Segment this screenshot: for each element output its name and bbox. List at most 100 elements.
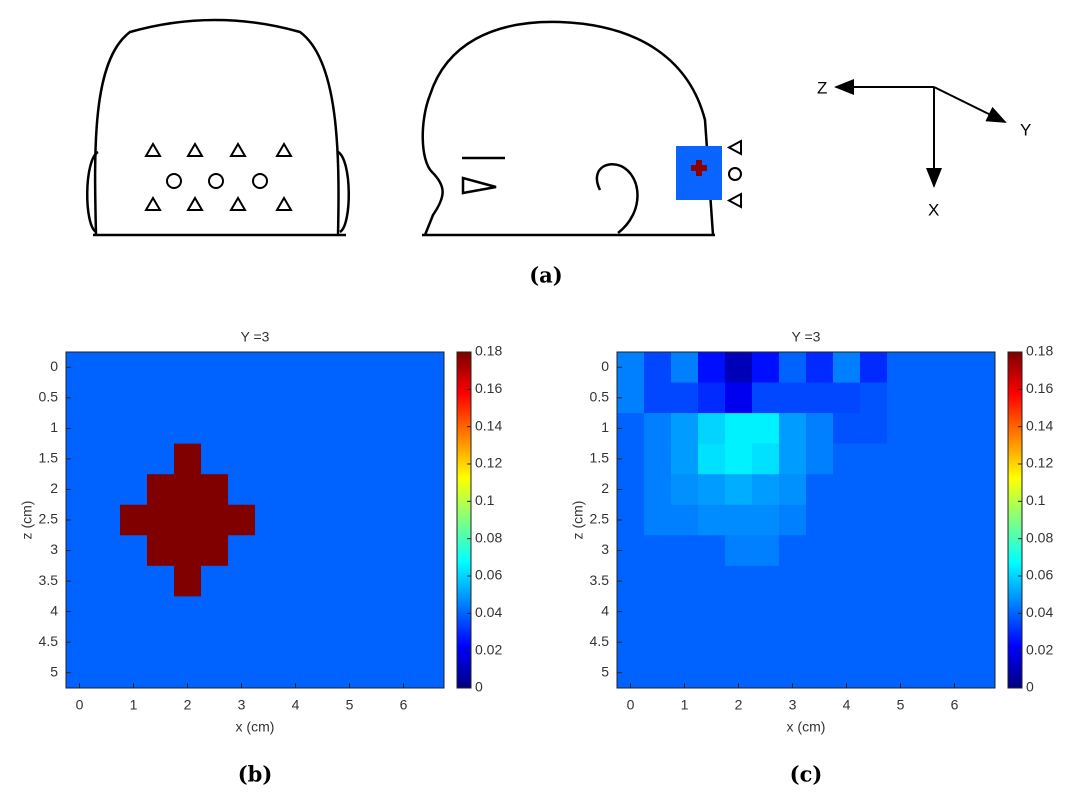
side-head: [422, 22, 741, 235]
colorbar-tick-label: 0.06: [475, 567, 502, 583]
heatmap-cell: [93, 657, 121, 688]
heatmap-cell: [806, 596, 834, 627]
heatmap-cell: [417, 383, 445, 414]
heatmap-cell: [174, 596, 202, 627]
heatmap-cell: [671, 383, 699, 414]
heatmap-cell: [309, 413, 337, 444]
heatmap-cell: [698, 505, 726, 536]
x-tick-label: 4: [843, 697, 851, 713]
heatmap-cell: [968, 566, 996, 597]
heatmap-cell: [93, 566, 121, 597]
panel-label: (c): [790, 762, 823, 787]
figure: Z Y X (a) 012345600.511.522.533.544.55Y …: [0, 0, 1075, 796]
heatmap-cell: [228, 627, 256, 658]
heatmap-cell: [941, 413, 969, 444]
heatmap-cell: [752, 627, 780, 658]
heatmap-cell: [255, 657, 283, 688]
heatmap-cell: [887, 352, 915, 383]
heatmap-cell: [174, 505, 202, 536]
y-tick-label: 2: [50, 480, 58, 496]
heatmap-cell: [228, 535, 256, 566]
heatmap-cell: [255, 474, 283, 505]
heatmap-cell: [417, 535, 445, 566]
heatmap-cell: [833, 383, 861, 414]
y-axis-label: z (cm): [19, 501, 35, 540]
heatmap-cell: [282, 535, 310, 566]
heatmap-cell: [833, 596, 861, 627]
heatmap-cell: [887, 596, 915, 627]
heatmap-cell: [941, 627, 969, 658]
heatmap-cell: [390, 352, 418, 383]
x-tick-label: 6: [951, 697, 959, 713]
heatmap-cell: [363, 413, 391, 444]
heatmap-cell: [309, 383, 337, 414]
heatmap-cell: [201, 383, 229, 414]
heatmap-cell: [255, 444, 283, 475]
heatmap-cell: [417, 627, 445, 658]
heatmap-cell: [833, 627, 861, 658]
heatmap-cell: [255, 383, 283, 414]
heatmap-cell: [725, 474, 753, 505]
heatmap-cell: [968, 474, 996, 505]
heatmap-cell: [201, 413, 229, 444]
heatmap-cell: [779, 596, 807, 627]
heatmap-cell: [698, 535, 726, 566]
heatmap-cell: [390, 627, 418, 658]
colorbar-tick-label: 0.04: [475, 604, 502, 620]
heatmap-cell: [671, 474, 699, 505]
heatmap-cell: [147, 352, 175, 383]
heatmap-cell: [941, 383, 969, 414]
heatmap-cell: [887, 535, 915, 566]
heatmap-cell: [309, 657, 337, 688]
x-tick-label: 6: [400, 697, 408, 713]
heatmap-cell: [806, 566, 834, 597]
heatmap-cell: [806, 383, 834, 414]
heatmap-cell: [860, 505, 888, 536]
heatmap-cell: [309, 566, 337, 597]
heatmap-cell: [201, 352, 229, 383]
y-tick-label: 5: [601, 663, 609, 679]
y-tick-label: 0.5: [590, 389, 610, 405]
heatmap-cell: [752, 657, 780, 688]
heatmap-cell: [417, 657, 445, 688]
heatmap-cell: [228, 474, 256, 505]
heatmap-cell: [147, 444, 175, 475]
heatmap-cell: [93, 383, 121, 414]
heatmap-cell: [671, 413, 699, 444]
heatmap-cell: [698, 383, 726, 414]
heatmap-cell: [914, 657, 942, 688]
heatmap-cell: [833, 413, 861, 444]
heatmap-cell: [914, 474, 942, 505]
heatmap-cell: [201, 566, 229, 597]
heatmap-cell: [806, 627, 834, 658]
heatmap-cell: [201, 596, 229, 627]
x-tick-label: 3: [789, 697, 797, 713]
heatmap-cell: [336, 566, 364, 597]
colorbar-tick-label: 0.04: [1026, 604, 1053, 620]
heatmap-cell: [363, 657, 391, 688]
heatmap-cell: [644, 474, 672, 505]
heatmap-cell: [752, 444, 780, 475]
heatmap-cell: [725, 566, 753, 597]
heatmap-cell: [120, 627, 148, 658]
heatmap-cell: [833, 505, 861, 536]
heatmap-cell: [914, 383, 942, 414]
heatmap-cell: [887, 566, 915, 597]
heatmap-cell: [93, 413, 121, 444]
heatmap-cell: [887, 413, 915, 444]
heatmap-cell: [644, 505, 672, 536]
heatmap-cell: [309, 352, 337, 383]
heatmap-cell: [752, 535, 780, 566]
heatmap-cell: [255, 535, 283, 566]
heatmap-cell: [201, 444, 229, 475]
heatmap-cell: [806, 657, 834, 688]
heatmap-cell: [860, 596, 888, 627]
heatmap-cell: [228, 352, 256, 383]
heatmap-cell: [147, 535, 175, 566]
heatmap-cell: [968, 505, 996, 536]
heatmap-cell: [309, 444, 337, 475]
heatmap-cell: [860, 444, 888, 475]
heatmap-cell: [671, 352, 699, 383]
heatmap-cell: [93, 627, 121, 658]
y-tick-label: 5: [50, 663, 58, 679]
